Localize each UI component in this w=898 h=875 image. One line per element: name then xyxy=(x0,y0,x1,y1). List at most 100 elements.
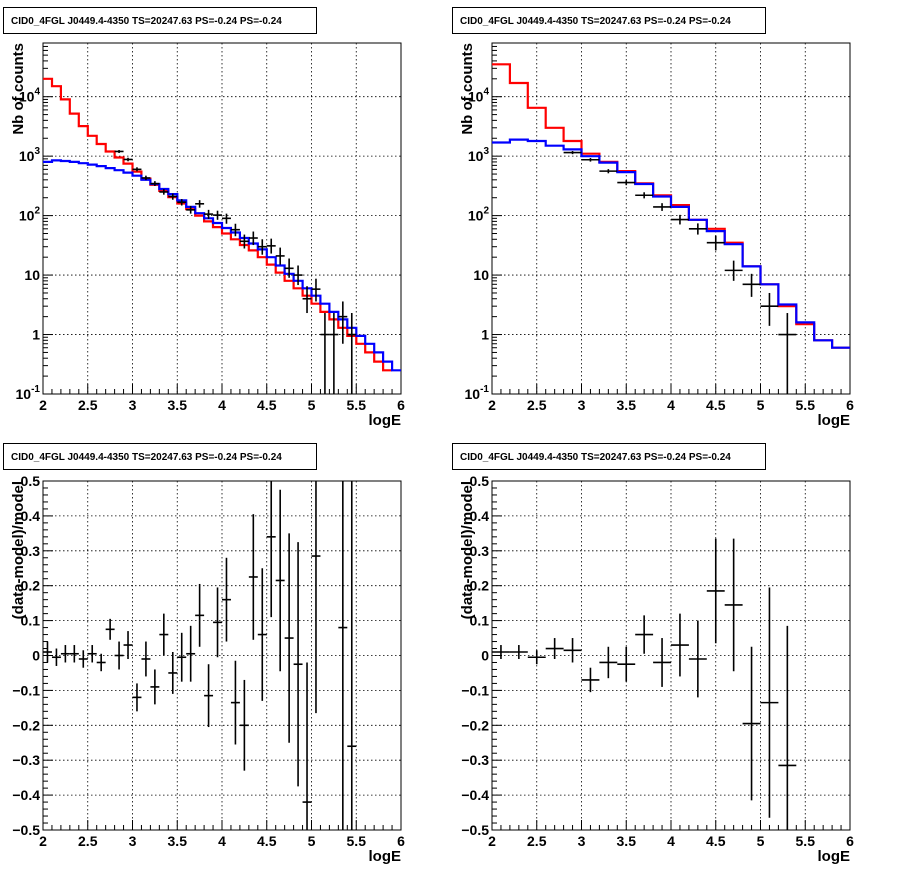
x-tick-label: 3 xyxy=(129,833,137,849)
y-tick-base: 10 xyxy=(468,148,484,164)
chart-panel-4: CID0_4FGL J0449.4-4350 TS=20247.63 PS=-0… xyxy=(452,443,854,865)
y-tick-base: 10 xyxy=(19,208,35,224)
y-tick-label: 104 xyxy=(19,87,41,105)
data-point xyxy=(213,587,222,658)
data-point xyxy=(760,292,779,326)
axis-ticks xyxy=(491,480,851,831)
data-point xyxy=(132,167,142,172)
data-point xyxy=(671,214,689,225)
data-point xyxy=(222,213,231,224)
x-tick-label: 2.5 xyxy=(527,833,547,849)
y-tick-label: 0.2 xyxy=(470,578,490,594)
y-tick-label: −0.5 xyxy=(461,822,489,838)
chart-title: CID0_4FGL J0449.4-4350 TS=20247.63 PS=-0… xyxy=(460,16,731,27)
x-tick-label: 5 xyxy=(757,833,765,849)
chart-title: CID0_4FGL J0449.4-4350 TS=20247.63 PS=-0… xyxy=(460,452,731,463)
data-point xyxy=(311,278,321,302)
data-point xyxy=(284,533,294,743)
data-point xyxy=(635,192,654,199)
data-point xyxy=(123,631,133,659)
x-tick-label: 2 xyxy=(39,397,47,413)
x-tick-label: 5.5 xyxy=(796,833,816,849)
data-layer xyxy=(492,63,850,394)
x-tick-label: 4.5 xyxy=(706,397,726,413)
x-tick-label: 5.5 xyxy=(347,833,367,849)
y-tick-label: 10 xyxy=(24,267,40,283)
data-point xyxy=(563,151,582,155)
y-tick-label: 0.4 xyxy=(21,508,41,524)
data-point xyxy=(599,646,618,679)
x-tick-label: 3.5 xyxy=(617,833,637,849)
model-component-histogram xyxy=(492,138,850,349)
y-tick-label: −0.4 xyxy=(12,787,40,803)
y-axis-label: Nb of counts xyxy=(459,43,476,135)
x-axis-label: logE xyxy=(818,412,851,429)
data-point xyxy=(338,301,348,344)
data-point xyxy=(706,235,725,251)
x-tick-label: 4 xyxy=(218,397,226,413)
y-tick-label: 0.3 xyxy=(470,543,490,559)
y-tick-exponent: -1 xyxy=(31,384,40,395)
data-point xyxy=(186,625,196,682)
y-tick-base: 10 xyxy=(468,89,484,105)
data-point xyxy=(248,514,258,640)
data-point xyxy=(96,653,106,672)
x-tick-label: 2 xyxy=(488,833,496,849)
y-tick-label: 104 xyxy=(468,87,490,105)
data-point xyxy=(177,199,187,206)
x-tick-label: 3 xyxy=(578,397,586,413)
data-point xyxy=(43,641,52,663)
data-point xyxy=(599,169,618,174)
data-point xyxy=(239,234,249,249)
x-tick-label: 5 xyxy=(757,397,765,413)
x-tick-label: 3.5 xyxy=(617,397,637,413)
y-tick-exponent: 4 xyxy=(34,87,40,98)
x-tick-label: 2.5 xyxy=(527,397,547,413)
grid xyxy=(492,43,850,394)
x-tick-label: 3 xyxy=(578,833,586,849)
data-point xyxy=(688,620,707,698)
x-tick-label: 4.5 xyxy=(706,833,726,849)
data-point xyxy=(724,538,743,672)
y-tick-label: 10 xyxy=(473,267,489,283)
data-point xyxy=(230,223,240,237)
data-point xyxy=(230,660,240,745)
x-tick-label: 4 xyxy=(667,397,675,413)
y-tick-label: 0.1 xyxy=(470,613,490,629)
data-point xyxy=(159,613,169,656)
data-point xyxy=(168,193,178,200)
data-point xyxy=(545,638,564,659)
y-tick-label: 0.5 xyxy=(470,473,490,489)
data-point xyxy=(617,180,636,186)
data-point xyxy=(195,200,205,208)
data-point xyxy=(150,181,160,186)
x-tick-label: 5.5 xyxy=(347,397,367,413)
data-point xyxy=(581,667,600,693)
title-box xyxy=(452,7,766,34)
data-point xyxy=(724,260,743,281)
chart-panel-2: CID0_4FGL J0449.4-4350 TS=20247.63 PS=-0… xyxy=(452,7,854,429)
data-point xyxy=(204,664,214,728)
data-point xyxy=(60,645,70,663)
y-tick-label: −0.1 xyxy=(461,682,489,698)
data-point xyxy=(132,683,142,712)
data-point xyxy=(150,669,160,705)
data-point xyxy=(671,613,689,677)
chart-title: CID0_4FGL J0449.4-4350 TS=20247.63 PS=-0… xyxy=(11,16,282,27)
y-tick-label: 102 xyxy=(468,206,490,224)
data-point xyxy=(239,679,249,771)
data-point xyxy=(329,313,339,394)
x-tick-label: 6 xyxy=(397,397,405,413)
data-point xyxy=(302,662,312,830)
y-tick-label: 10-1 xyxy=(16,384,41,402)
data-point xyxy=(742,646,761,801)
y-tick-exponent: -1 xyxy=(480,384,489,395)
title-box xyxy=(3,443,317,470)
data-point xyxy=(778,313,797,394)
y-tick-label: −0.2 xyxy=(12,717,40,733)
data-point xyxy=(69,645,79,663)
data-point xyxy=(653,638,671,687)
data-point xyxy=(141,175,151,181)
x-tick-label: 6 xyxy=(846,397,854,413)
